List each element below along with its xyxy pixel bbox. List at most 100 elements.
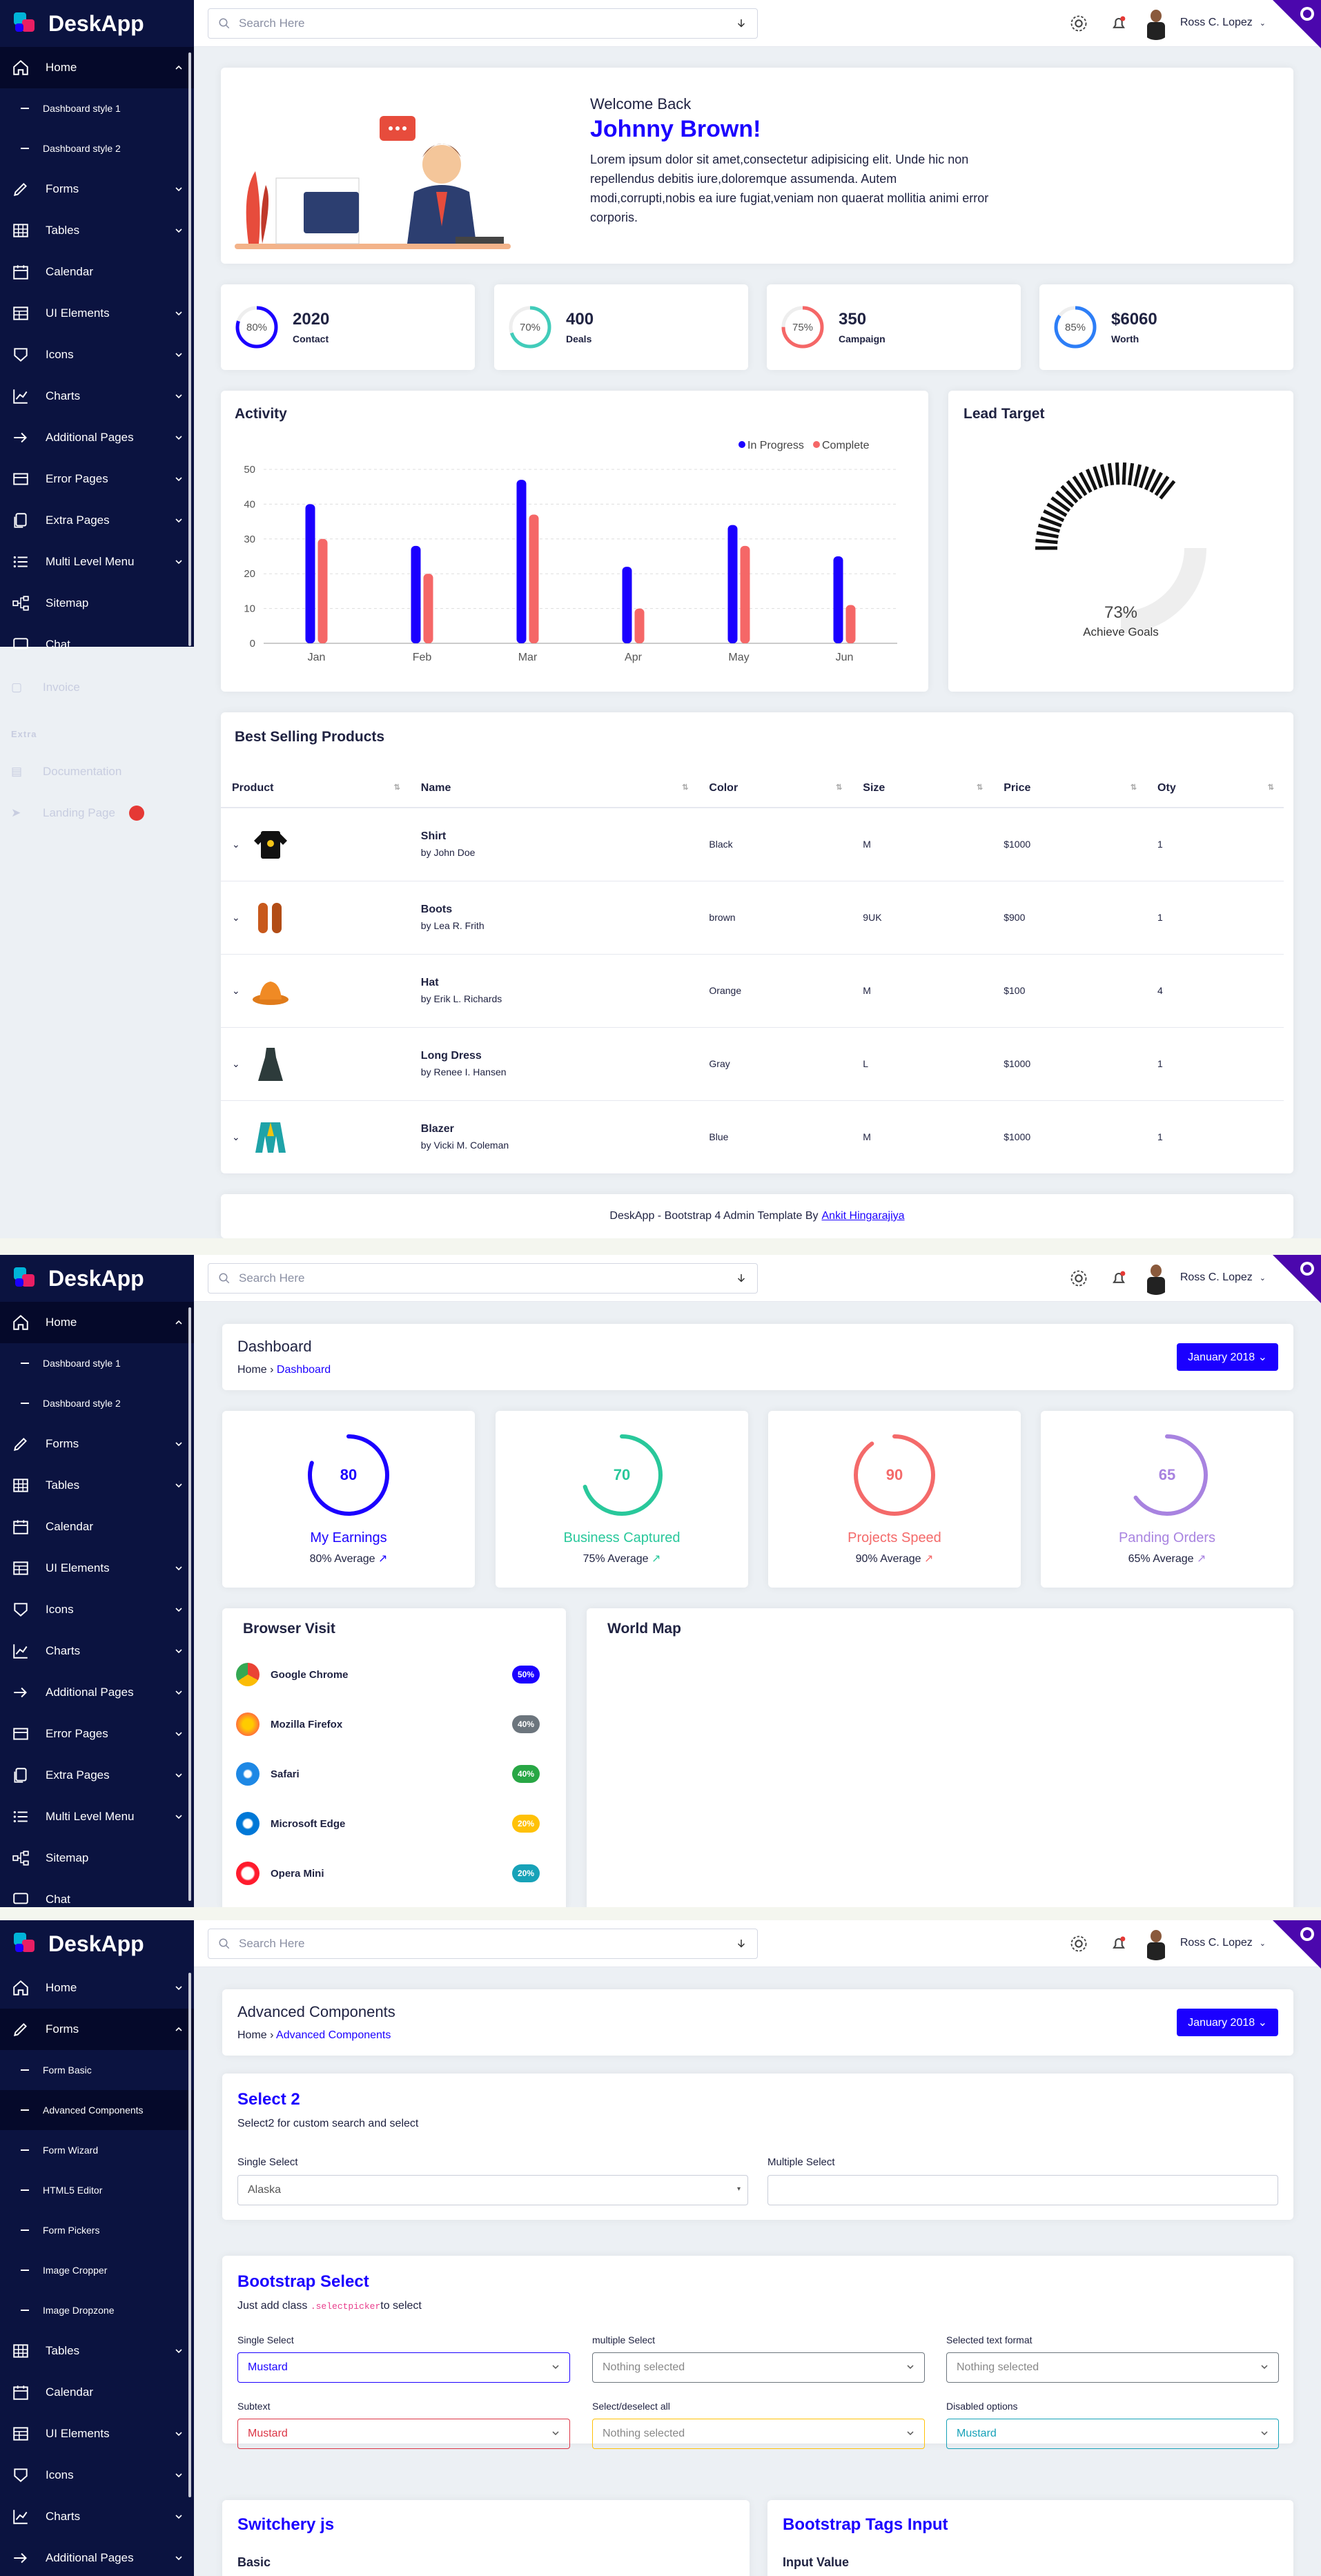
arrow-down-icon[interactable] — [735, 1938, 747, 1950]
column-header[interactable]: Product ⇅ — [221, 769, 410, 808]
sidebar-subitem-dashboard-style-1[interactable]: Dashboard style 1 — [0, 1343, 194, 1383]
table-row[interactable]: ⌄ Long Dress by Renee I. Hansen Gray L $1… — [221, 1027, 1284, 1101]
sidebar-subitem-dashboard-style-2[interactable]: Dashboard style 2 — [0, 128, 194, 168]
github-icon[interactable] — [1299, 1260, 1315, 1277]
select-picker[interactable]: Nothing selected — [592, 2419, 925, 2449]
sidebar-item-additional-pages[interactable]: Additional Pages — [0, 417, 194, 458]
browser-row[interactable]: Mozilla Firefox 40% — [222, 1699, 566, 1749]
table-row[interactable]: ⌄ Boots by Lea R. Frith brown 9UK $900 1 — [221, 881, 1284, 955]
browser-row[interactable]: Microsoft Edge 20% — [222, 1799, 566, 1848]
sidebar-subitem-html5-editor[interactable]: HTML5 Editor — [0, 2170, 194, 2210]
sidebar-item-extra-pages[interactable]: Extra Pages — [0, 1755, 194, 1796]
table-row[interactable]: ⌄ Shirt by John Doe Black M $1000 1 — [221, 808, 1284, 881]
chevron-down-icon[interactable]: ⌄ — [232, 1131, 240, 1142]
sort-icon[interactable]: ⇅ — [682, 783, 689, 792]
sidebar-item-charts[interactable]: Charts — [0, 375, 194, 417]
footer-author-link[interactable]: Ankit Hingarajiya — [821, 1210, 905, 1222]
settings-icon[interactable] — [1069, 14, 1088, 33]
sidebar-item-ui-elements[interactable]: UI Elements — [0, 1548, 194, 1589]
sidebar-item-forms[interactable]: Forms — [0, 2009, 194, 2050]
sidebar-item-additional-pages[interactable]: Additional Pages — [0, 1672, 194, 1713]
brand-logo[interactable]: DeskApp — [0, 1255, 194, 1302]
sidebar-item-ui-elements[interactable]: UI Elements — [0, 293, 194, 334]
sidebar-item-home[interactable]: Home — [0, 1302, 194, 1343]
sidebar-item-charts[interactable]: Charts — [0, 1630, 194, 1672]
date-dropdown-button[interactable]: January 2018 ⌄ — [1177, 2009, 1278, 2036]
sidebar-scrollbar[interactable] — [188, 1307, 191, 1901]
settings-icon[interactable] — [1069, 1934, 1088, 1953]
sidebar-item-icons[interactable]: Icons — [0, 2455, 194, 2496]
column-header[interactable]: Oty ⇅ — [1146, 769, 1284, 808]
browser-row[interactable]: Safari 40% — [222, 1749, 566, 1799]
github-icon[interactable] — [1299, 1926, 1315, 1942]
browser-row[interactable]: Google Chrome 50% — [222, 1650, 566, 1699]
date-dropdown-button[interactable]: January 2018 ⌄ — [1177, 1343, 1278, 1371]
sidebar-subitem-dashboard-style-2[interactable]: Dashboard style 2 — [0, 1383, 194, 1423]
sidebar-item-tables[interactable]: Tables — [0, 2330, 194, 2372]
sidebar-item-icons[interactable]: Icons — [0, 334, 194, 375]
sidebar-item-extra-pages[interactable]: Extra Pages — [0, 500, 194, 541]
sidebar-subitem-form-wizard[interactable]: Form Wizard — [0, 2130, 194, 2170]
column-header[interactable]: Name ⇅ — [409, 769, 698, 808]
select-picker[interactable]: Mustard — [946, 2419, 1279, 2449]
sort-icon[interactable]: ⇅ — [393, 783, 400, 792]
sidebar-item-calendar[interactable]: Calendar — [0, 251, 194, 293]
sidebar-subitem-image-cropper[interactable]: Image Cropper — [0, 2250, 194, 2290]
bell-icon[interactable] — [1109, 14, 1128, 33]
brand-logo[interactable]: DeskApp — [0, 1920, 194, 1967]
bell-icon[interactable] — [1109, 1934, 1128, 1953]
breadcrumb-home[interactable]: Home — [237, 2029, 267, 2041]
sidebar-item-ui-elements[interactable]: UI Elements — [0, 2413, 194, 2455]
multiple-select[interactable] — [767, 2175, 1278, 2205]
sidebar-item-charts[interactable]: Charts — [0, 2496, 194, 2537]
table-row[interactable]: ⌄ Hat by Erik L. Richards Orange M $100 4 — [221, 954, 1284, 1028]
table-row[interactable]: ⌄ Blazer by Vicki M. Coleman Blue M $1000… — [221, 1100, 1284, 1174]
sidebar-scrollbar[interactable] — [188, 1973, 191, 2497]
chevron-down-icon[interactable]: ⌄ — [232, 984, 240, 996]
browser-row[interactable]: Opera Mini 20% — [222, 1848, 566, 1898]
sort-icon[interactable]: ⇅ — [1267, 783, 1274, 792]
github-corner[interactable] — [1273, 1255, 1321, 1303]
sidebar-item-multi-level-menu[interactable]: Multi Level Menu — [0, 541, 194, 583]
sidebar-item-calendar[interactable]: Calendar — [0, 2372, 194, 2413]
arrow-down-icon[interactable] — [735, 1272, 747, 1285]
breadcrumb-home[interactable]: Home — [237, 1364, 267, 1376]
sidebar-item-tables[interactable]: Tables — [0, 210, 194, 251]
search-input[interactable]: Search Here — [208, 1263, 758, 1294]
sidebar-item-error-pages[interactable]: Error Pages — [0, 458, 194, 500]
chevron-down-icon[interactable]: ⌄ — [232, 911, 240, 923]
arrow-down-icon[interactable] — [735, 17, 747, 30]
github-corner[interactable] — [1273, 1920, 1321, 1969]
sidebar-item-sitemap[interactable]: Sitemap — [0, 1837, 194, 1879]
sidebar-item-chat[interactable]: Chat — [0, 624, 194, 665]
sort-icon[interactable]: ⇅ — [1130, 783, 1137, 792]
sidebar-subitem-advanced-components[interactable]: Advanced Components — [0, 2090, 194, 2130]
github-icon[interactable] — [1299, 6, 1315, 22]
sidebar-item-tables[interactable]: Tables — [0, 1465, 194, 1506]
select-picker[interactable]: Nothing selected — [592, 2352, 925, 2383]
sidebar-item-sitemap[interactable]: Sitemap — [0, 583, 194, 624]
sidebar-subitem-image-dropzone[interactable]: Image Dropzone — [0, 2290, 194, 2330]
sidebar-item-forms[interactable]: Forms — [0, 1423, 194, 1465]
sidebar-item-additional-pages[interactable]: Additional Pages — [0, 2537, 194, 2576]
github-corner[interactable] — [1273, 0, 1321, 48]
chevron-down-icon[interactable]: ⌄ — [232, 1057, 240, 1069]
sidebar-item-forms[interactable]: Forms — [0, 168, 194, 210]
sidebar-item-home[interactable]: Home — [0, 47, 194, 88]
sort-icon[interactable]: ⇅ — [836, 783, 843, 792]
sidebar-item-chat[interactable]: Chat — [0, 1879, 194, 1907]
sidebar-item-error-pages[interactable]: Error Pages — [0, 1713, 194, 1755]
brand-logo[interactable]: DeskApp — [0, 0, 194, 47]
sidebar-item-home[interactable]: Home — [0, 1967, 194, 2009]
user-menu[interactable]: Ross C. Lopez ⌄ — [1138, 1926, 1266, 1960]
settings-icon[interactable] — [1069, 1269, 1088, 1288]
select-picker[interactable]: Mustard — [237, 2352, 570, 2383]
sidebar-subitem-dashboard-style-1[interactable]: Dashboard style 1 — [0, 88, 194, 128]
search-input[interactable]: Search Here — [208, 1929, 758, 1959]
select-picker[interactable]: Mustard — [237, 2419, 570, 2449]
sidebar-subitem-form-basic[interactable]: Form Basic — [0, 2050, 194, 2090]
sort-icon[interactable]: ⇅ — [977, 783, 984, 792]
search-input[interactable]: Search Here — [208, 8, 758, 39]
select-picker[interactable]: Nothing selected — [946, 2352, 1279, 2383]
column-header[interactable]: Price ⇅ — [992, 769, 1147, 808]
